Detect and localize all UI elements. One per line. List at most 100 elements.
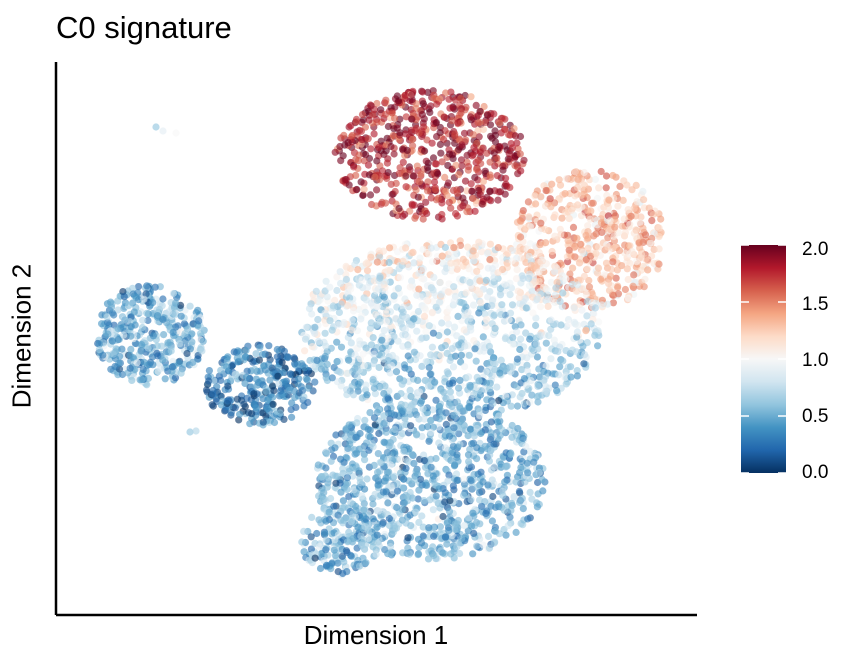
data-point (454, 457, 462, 465)
data-point (569, 223, 578, 231)
data-point (394, 97, 403, 105)
data-point (448, 532, 456, 540)
data-point (455, 384, 463, 392)
data-point (641, 275, 649, 283)
data-point (323, 483, 331, 491)
data-point (378, 336, 386, 344)
data-point (371, 490, 379, 498)
data-point (436, 402, 444, 411)
data-point (455, 430, 463, 438)
data-point (585, 283, 594, 291)
data-point (381, 382, 389, 390)
data-point (337, 455, 345, 463)
data-point (597, 167, 605, 176)
data-point (330, 546, 338, 554)
data-point (336, 142, 344, 151)
data-point (210, 377, 218, 385)
data-point (532, 200, 540, 208)
data-point (477, 429, 485, 438)
data-point (453, 332, 461, 340)
data-point (395, 170, 403, 178)
data-point (547, 355, 555, 363)
data-point (345, 356, 353, 364)
data-point (598, 301, 606, 309)
data-point (470, 432, 478, 440)
data-point (383, 449, 391, 457)
data-point (376, 274, 384, 282)
data-point (389, 435, 397, 444)
data-point (432, 492, 440, 500)
data-point (614, 283, 622, 292)
data-point (522, 304, 530, 312)
data-point (250, 390, 258, 398)
data-point (129, 284, 137, 292)
data-point (489, 399, 497, 407)
data-point (242, 346, 250, 355)
data-point (481, 442, 489, 450)
data-point (323, 360, 331, 368)
data-point (274, 372, 282, 380)
data-point (586, 215, 594, 223)
data-point (340, 319, 348, 327)
data-point (354, 157, 362, 165)
data-point (347, 285, 355, 293)
data-point (411, 126, 419, 135)
data-point (399, 257, 407, 265)
data-point (384, 395, 392, 403)
data-point (490, 149, 498, 157)
data-point (493, 172, 501, 180)
data-point (367, 319, 375, 327)
data-point (103, 313, 111, 321)
data-point (568, 206, 576, 214)
data-point (385, 258, 393, 267)
data-point (439, 549, 447, 557)
data-point (392, 524, 401, 532)
data-point (649, 210, 657, 219)
data-point (323, 561, 331, 570)
data-point (181, 330, 189, 338)
data-point (394, 337, 402, 345)
data-point (467, 463, 476, 471)
data-point (301, 364, 309, 372)
data-point (331, 148, 339, 156)
data-point (410, 348, 418, 356)
data-point (308, 310, 316, 318)
data-point (528, 345, 536, 353)
data-point (420, 457, 428, 465)
data-point (311, 323, 319, 331)
data-point (307, 545, 315, 553)
data-point (486, 240, 494, 248)
data-point (336, 268, 344, 276)
data-point (616, 182, 624, 190)
data-point (578, 306, 586, 314)
data-point (300, 527, 308, 536)
data-point (445, 150, 454, 158)
data-point (421, 147, 429, 155)
data-point (427, 463, 435, 471)
data-point (107, 303, 116, 311)
data-point (384, 455, 392, 463)
data-point (442, 89, 450, 97)
colorbar-tick-label: 0.5 (802, 406, 829, 427)
data-point (447, 204, 455, 212)
data-point (305, 305, 314, 313)
data-point (432, 396, 440, 404)
data-point (377, 137, 385, 145)
data-point (344, 538, 352, 546)
data-point (462, 289, 470, 297)
data-point (399, 212, 407, 220)
data-point (445, 471, 453, 479)
data-point (639, 224, 647, 232)
data-point (135, 296, 143, 304)
data-point (496, 285, 505, 293)
data-point (250, 400, 258, 408)
data-point (322, 464, 330, 472)
data-point (527, 377, 535, 385)
data-point (467, 326, 475, 334)
data-point (571, 192, 579, 200)
data-point (418, 274, 426, 282)
data-point (496, 188, 505, 196)
data-point (515, 498, 524, 506)
data-point (380, 438, 388, 446)
data-point (436, 140, 444, 149)
